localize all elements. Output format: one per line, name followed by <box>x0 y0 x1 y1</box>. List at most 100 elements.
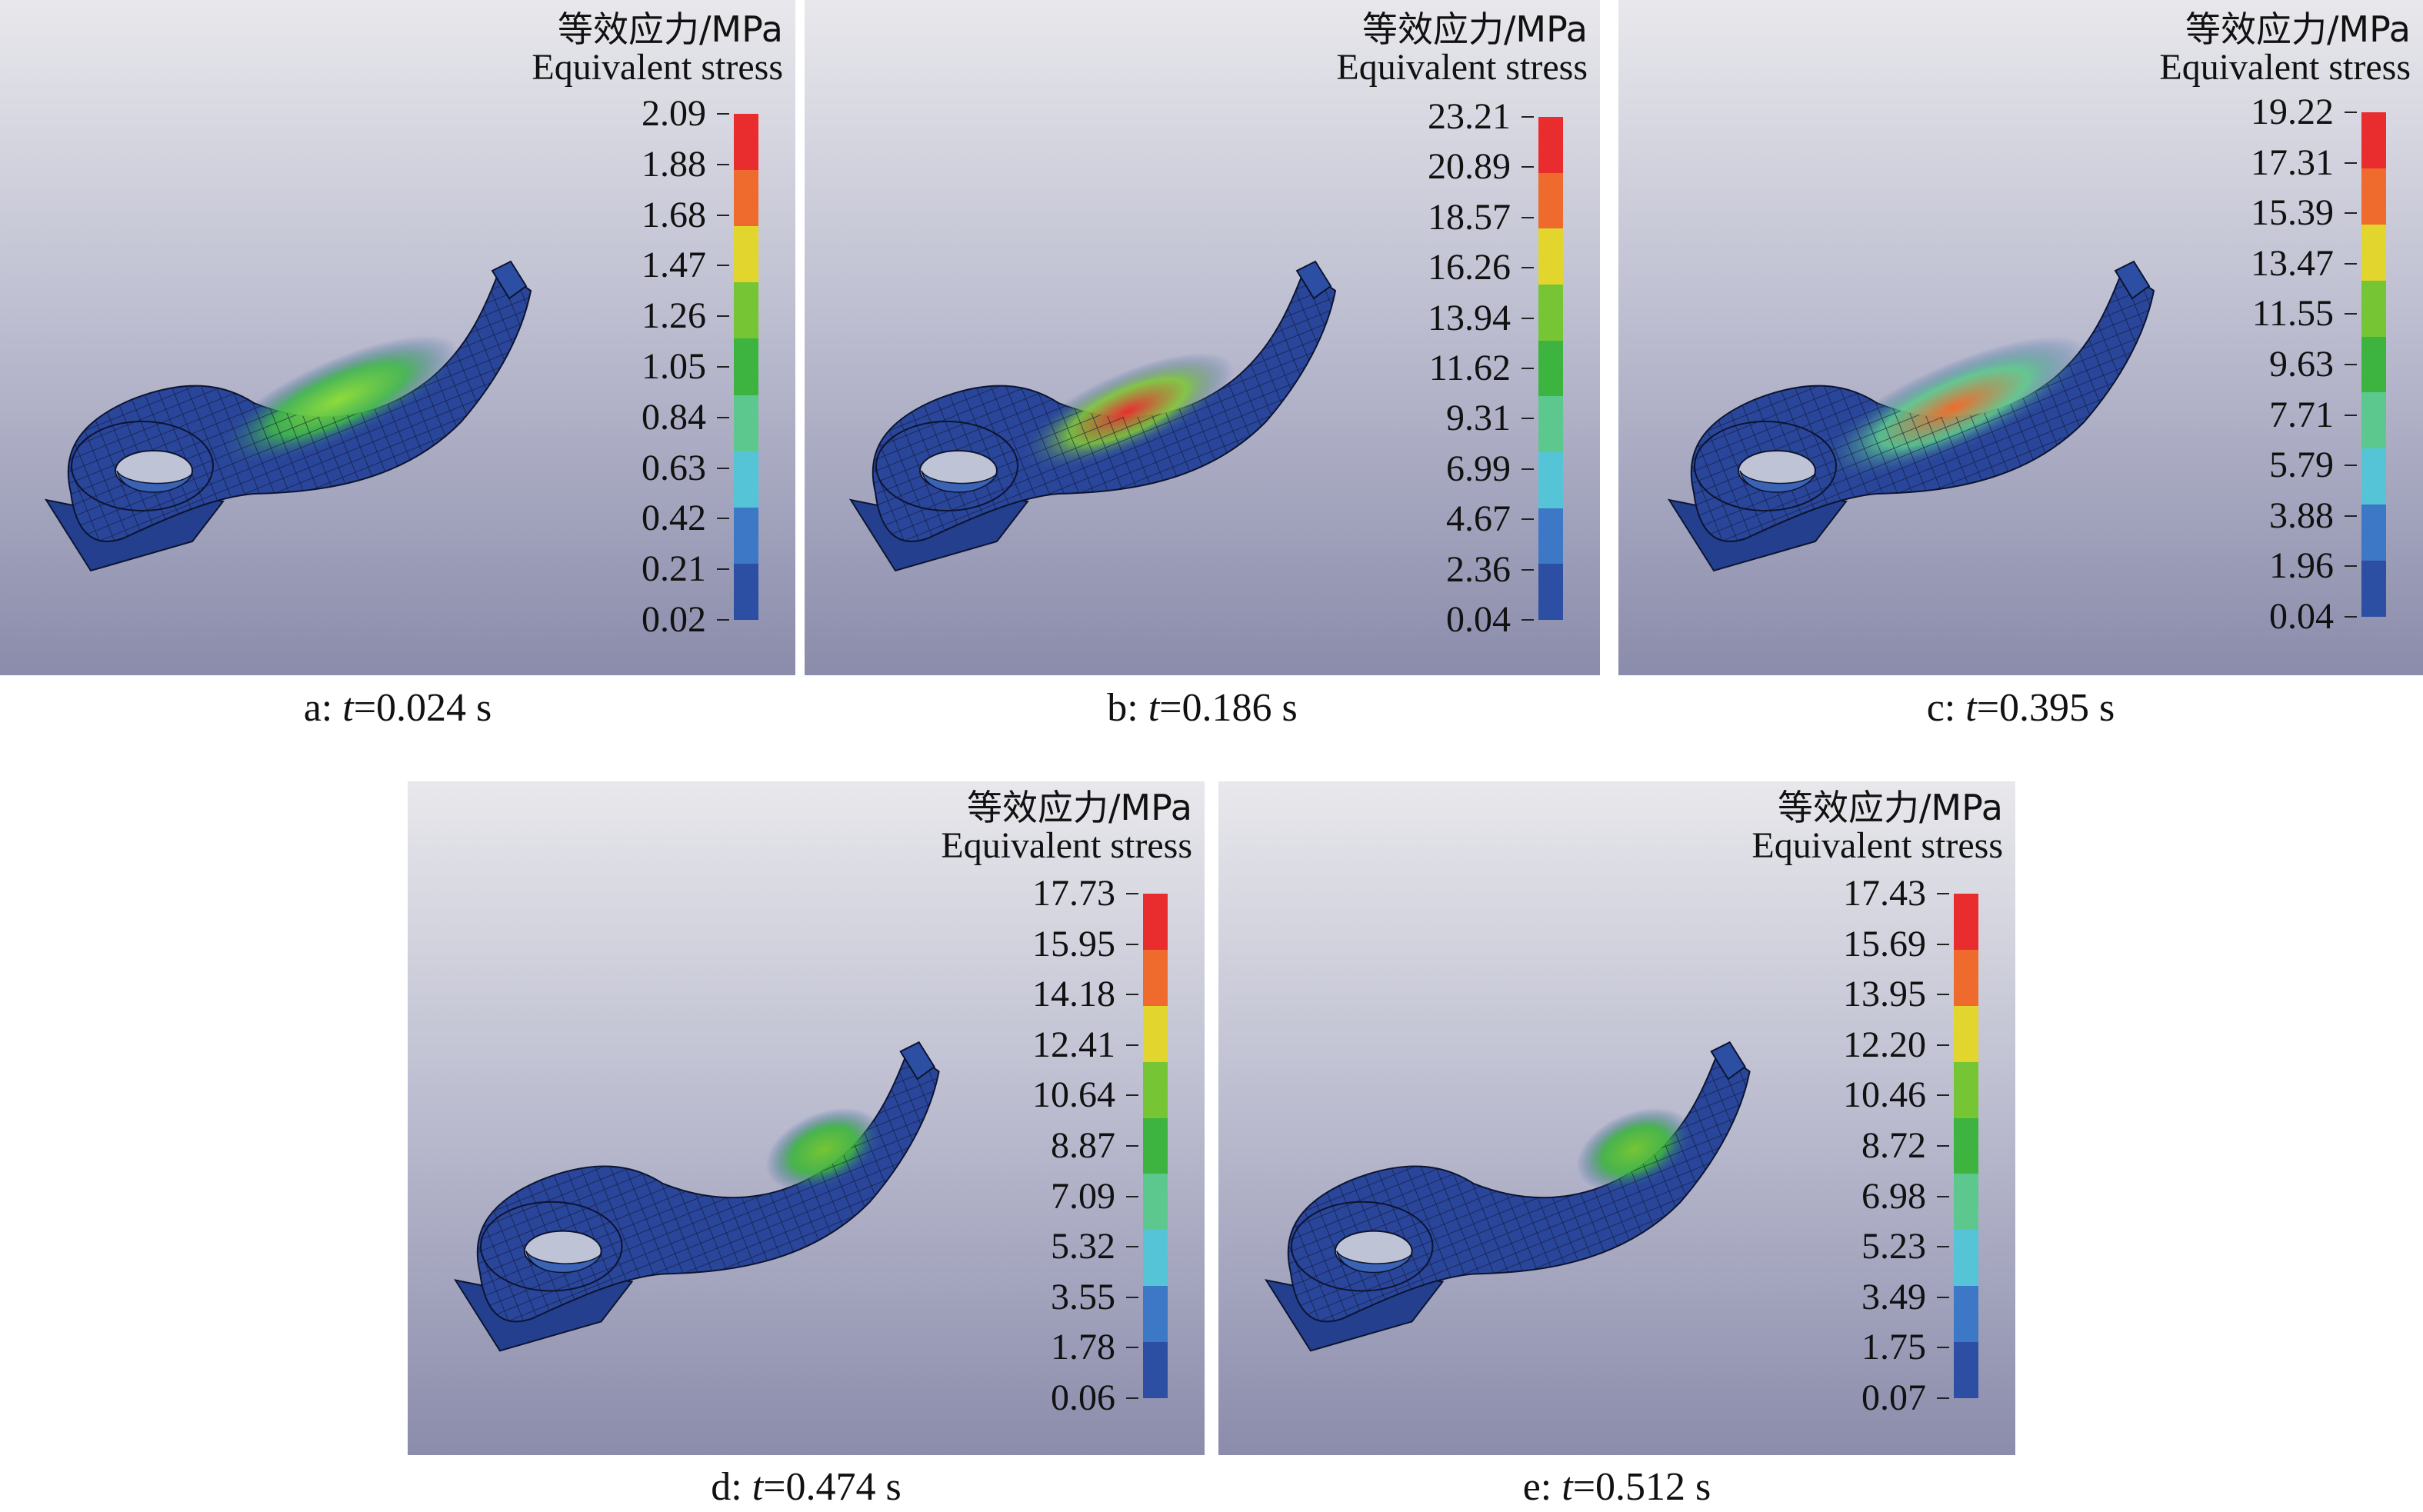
colorbar-segment <box>1954 1061 1978 1121</box>
colorbar-segment <box>1143 949 1168 1008</box>
caption-a: a: t=0.024 s <box>304 688 492 728</box>
colorbar-segment <box>1538 452 1563 511</box>
tick-label: 9.63 <box>2269 344 2334 385</box>
tick-mark <box>717 214 729 216</box>
tick-label: 5.23 <box>1861 1226 1926 1267</box>
tick-mark <box>1126 1044 1138 1046</box>
tick-column-d: 17.73 15.95 14.18 12.41 10.64 8.87 7.09 … <box>1015 875 1115 1417</box>
tick-marks-d <box>1126 893 1142 1399</box>
caption-prefix-d: d: <box>711 1465 752 1509</box>
tick-mark <box>717 265 729 267</box>
caption-value-a: =0.024 s <box>353 686 492 730</box>
tick-mark <box>1521 568 1534 571</box>
tick-mark <box>2345 212 2357 215</box>
tick-label: 5.79 <box>2269 445 2334 486</box>
tick-label: 3.49 <box>1861 1276 1926 1317</box>
stress-colorbar-e <box>1954 894 1978 1398</box>
tick-mark <box>1937 1145 1949 1147</box>
stress-plot-panel-b: 等效应力/MPa Equivalent stress 23.21 20.89 1… <box>805 0 1600 675</box>
tick-label: 0.04 <box>1446 599 1511 640</box>
colorbar-segment <box>1954 1174 1978 1232</box>
tick-label: 0.07 <box>1861 1377 1926 1418</box>
tick-label: 1.88 <box>642 143 706 185</box>
legend-title-d: 等效应力/MPa Equivalent stress <box>941 789 1192 866</box>
tick-mark <box>1937 893 1949 894</box>
tick-label: 13.94 <box>1428 297 1511 338</box>
tick-mark <box>1937 1044 1949 1046</box>
tick-mark <box>1937 1397 1949 1399</box>
mesh-tip-face <box>1295 260 1332 300</box>
tick-mark <box>1521 418 1534 420</box>
tick-mark <box>1521 518 1534 521</box>
tick-column-b: 23.21 20.89 18.57 16.26 13.94 11.62 9.31… <box>1411 98 1511 638</box>
mesh-tip-face <box>1710 1041 1746 1081</box>
mesh-tip-face <box>899 1041 935 1081</box>
tick-mark <box>2345 112 2357 113</box>
colorbar-segment <box>2361 448 2386 507</box>
tick-mark <box>717 315 729 318</box>
mesh-tip-face <box>2114 260 2151 300</box>
legend-title-en-a: Equivalent stress <box>532 46 783 88</box>
caption-value-c: =0.395 s <box>1976 686 2115 730</box>
tick-label: 18.57 <box>1428 196 1511 238</box>
tick-mark <box>1521 317 1534 319</box>
legend-title-en-c: Equivalent stress <box>2159 46 2411 88</box>
tick-label: 0.63 <box>642 447 706 488</box>
caption-var-a: t <box>342 686 354 730</box>
tick-mark <box>717 518 729 520</box>
tick-mark <box>717 568 729 571</box>
tick-label: 1.75 <box>1861 1327 1926 1368</box>
tick-mark <box>2345 313 2357 315</box>
tick-label: 17.43 <box>1843 873 1926 914</box>
tick-label: 6.98 <box>1861 1175 1926 1217</box>
colorbar-segment <box>734 395 758 454</box>
mesh-hub-hole-wall <box>1739 470 1816 493</box>
tick-marks-b <box>1521 116 1537 621</box>
colorbar-segment <box>2361 168 2386 227</box>
tick-label: 15.69 <box>1843 923 1926 964</box>
colorbar-segment <box>1954 1342 1978 1398</box>
colorbar-segment <box>1143 1174 1168 1232</box>
tick-label: 17.73 <box>1032 873 1115 914</box>
colorbar-segment <box>2361 505 2386 563</box>
tick-mark <box>1126 893 1138 894</box>
colorbar-segment <box>734 451 758 510</box>
tick-label: 6.99 <box>1446 448 1511 489</box>
tick-mark <box>1937 943 1949 945</box>
tick-label: 8.87 <box>1051 1125 1115 1166</box>
colorbar-segment <box>1143 1342 1168 1398</box>
tick-mark <box>717 467 729 469</box>
tick-label: 1.26 <box>642 295 706 337</box>
caption-e: e: t=0.512 s <box>1523 1467 1711 1507</box>
colorbar-segment <box>1143 1230 1168 1288</box>
legend-title-zh-c: 等效应力/MPa <box>2185 8 2411 50</box>
tick-label: 1.96 <box>2269 545 2334 587</box>
mesh-tip-face <box>491 260 528 300</box>
tick-mark <box>2345 465 2357 467</box>
caption-prefix-e: e: <box>1522 1465 1562 1509</box>
tick-label: 1.68 <box>642 194 706 235</box>
tick-mark <box>717 619 729 621</box>
legend-title-a: 等效应力/MPa Equivalent stress <box>532 11 783 88</box>
colorbar-segment <box>734 114 758 172</box>
caption-value-b: =0.186 s <box>1159 686 1298 730</box>
colorbar-segment <box>1538 117 1563 175</box>
stress-plot-panel-e: 等效应力/MPa Equivalent stress 17.43 15.69 1… <box>1218 781 2015 1455</box>
colorbar-segment <box>734 170 758 228</box>
caption-var-e: t <box>1561 1465 1573 1509</box>
colorbar-segment <box>1954 1286 1978 1344</box>
tick-mark <box>2345 162 2357 164</box>
stress-colorbar-c <box>2361 112 2386 617</box>
tick-label: 1.78 <box>1051 1327 1115 1368</box>
tick-label: 0.04 <box>2269 596 2334 637</box>
mesh-hub-hole-wall <box>921 470 998 493</box>
tick-label: 9.31 <box>1446 398 1511 439</box>
tick-label: 0.42 <box>642 498 706 539</box>
tick-mark <box>1126 1397 1138 1399</box>
tick-label: 1.05 <box>642 346 706 387</box>
tick-mark <box>1521 619 1534 621</box>
tick-marks-a <box>717 113 732 621</box>
tick-mark <box>717 366 729 368</box>
colorbar-segment <box>1538 508 1563 566</box>
caption-value-d: =0.474 s <box>763 1465 902 1509</box>
